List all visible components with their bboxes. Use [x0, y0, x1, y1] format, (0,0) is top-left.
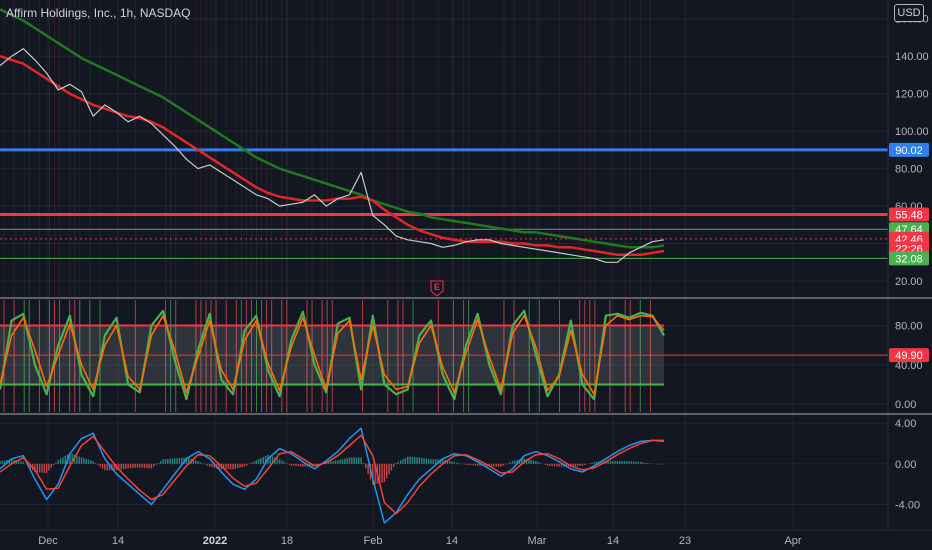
pane-dividers	[0, 0, 932, 531]
stochastic-d-line	[0, 314, 665, 396]
earnings-badge-label: E	[434, 282, 440, 292]
time-tick-label: Mar	[528, 535, 547, 547]
price-tick-label: 140.00	[895, 51, 929, 63]
earnings-badge-shape	[430, 280, 444, 297]
price-tag-label: 32.08	[895, 253, 923, 265]
time-tick-label: Feb	[364, 535, 383, 547]
price-tag-label: 55.48	[895, 210, 923, 222]
price-tag-box	[889, 207, 929, 222]
price-tick-label: 4.00	[895, 418, 916, 430]
price-tag-box	[889, 251, 929, 266]
macd-pane[interactable]	[0, 427, 665, 524]
price-tag-box	[889, 348, 929, 363]
macd-line	[0, 427, 665, 524]
price-tick-label: 80.00	[895, 321, 923, 333]
earnings-marker: E	[430, 280, 444, 297]
price-tag: 49.90	[889, 348, 929, 363]
price-tick-label: 20.00	[895, 276, 923, 288]
time-tick-label: 18	[281, 535, 293, 547]
price-pane[interactable]: E	[0, 8, 888, 297]
price-tag-box	[889, 142, 929, 157]
time-tick-label: Apr	[784, 535, 801, 547]
moving-average-slow-line	[0, 8, 665, 249]
currency-button[interactable]: USD	[894, 4, 924, 22]
signal-bands	[3, 0, 651, 412]
price-tag: 55.48	[889, 207, 929, 222]
moving-average-fast-line	[0, 55, 665, 257]
time-tick-label: 23	[679, 535, 691, 547]
stochastic-pane[interactable]	[0, 309, 888, 401]
price-tick-label: 0.00	[895, 459, 916, 471]
price-tag-label: 90.02	[895, 145, 923, 157]
time-axis[interactable]: Dec 14 2022 18 Feb 14 Mar 14 23 Apr	[38, 535, 802, 547]
price-tick-label: -4.00	[895, 500, 920, 512]
time-tick-label: 14	[607, 535, 619, 547]
price-tick-label: 40.00	[895, 360, 923, 372]
price-tag: 90.02	[889, 142, 929, 157]
price-series-line	[0, 48, 665, 263]
price-tag-label: 49.90	[895, 350, 923, 362]
price-tag: 32.08	[889, 251, 929, 266]
time-tick-label: 2022	[203, 535, 227, 547]
background-grid	[0, 0, 888, 530]
time-tick-label: 14	[112, 535, 124, 547]
symbol-title[interactable]: Affirm Holdings, Inc., 1h, NASDAQ	[6, 6, 191, 20]
time-tick-label: Dec	[38, 535, 58, 547]
price-tick-label: 100.00	[895, 126, 929, 138]
time-tick-label: 14	[446, 535, 458, 547]
price-tick-label: 120.00	[895, 89, 929, 101]
price-tick-label: 80.00	[895, 164, 923, 176]
macd-signal-line	[0, 434, 664, 515]
price-tick-label: 0.00	[895, 399, 916, 411]
